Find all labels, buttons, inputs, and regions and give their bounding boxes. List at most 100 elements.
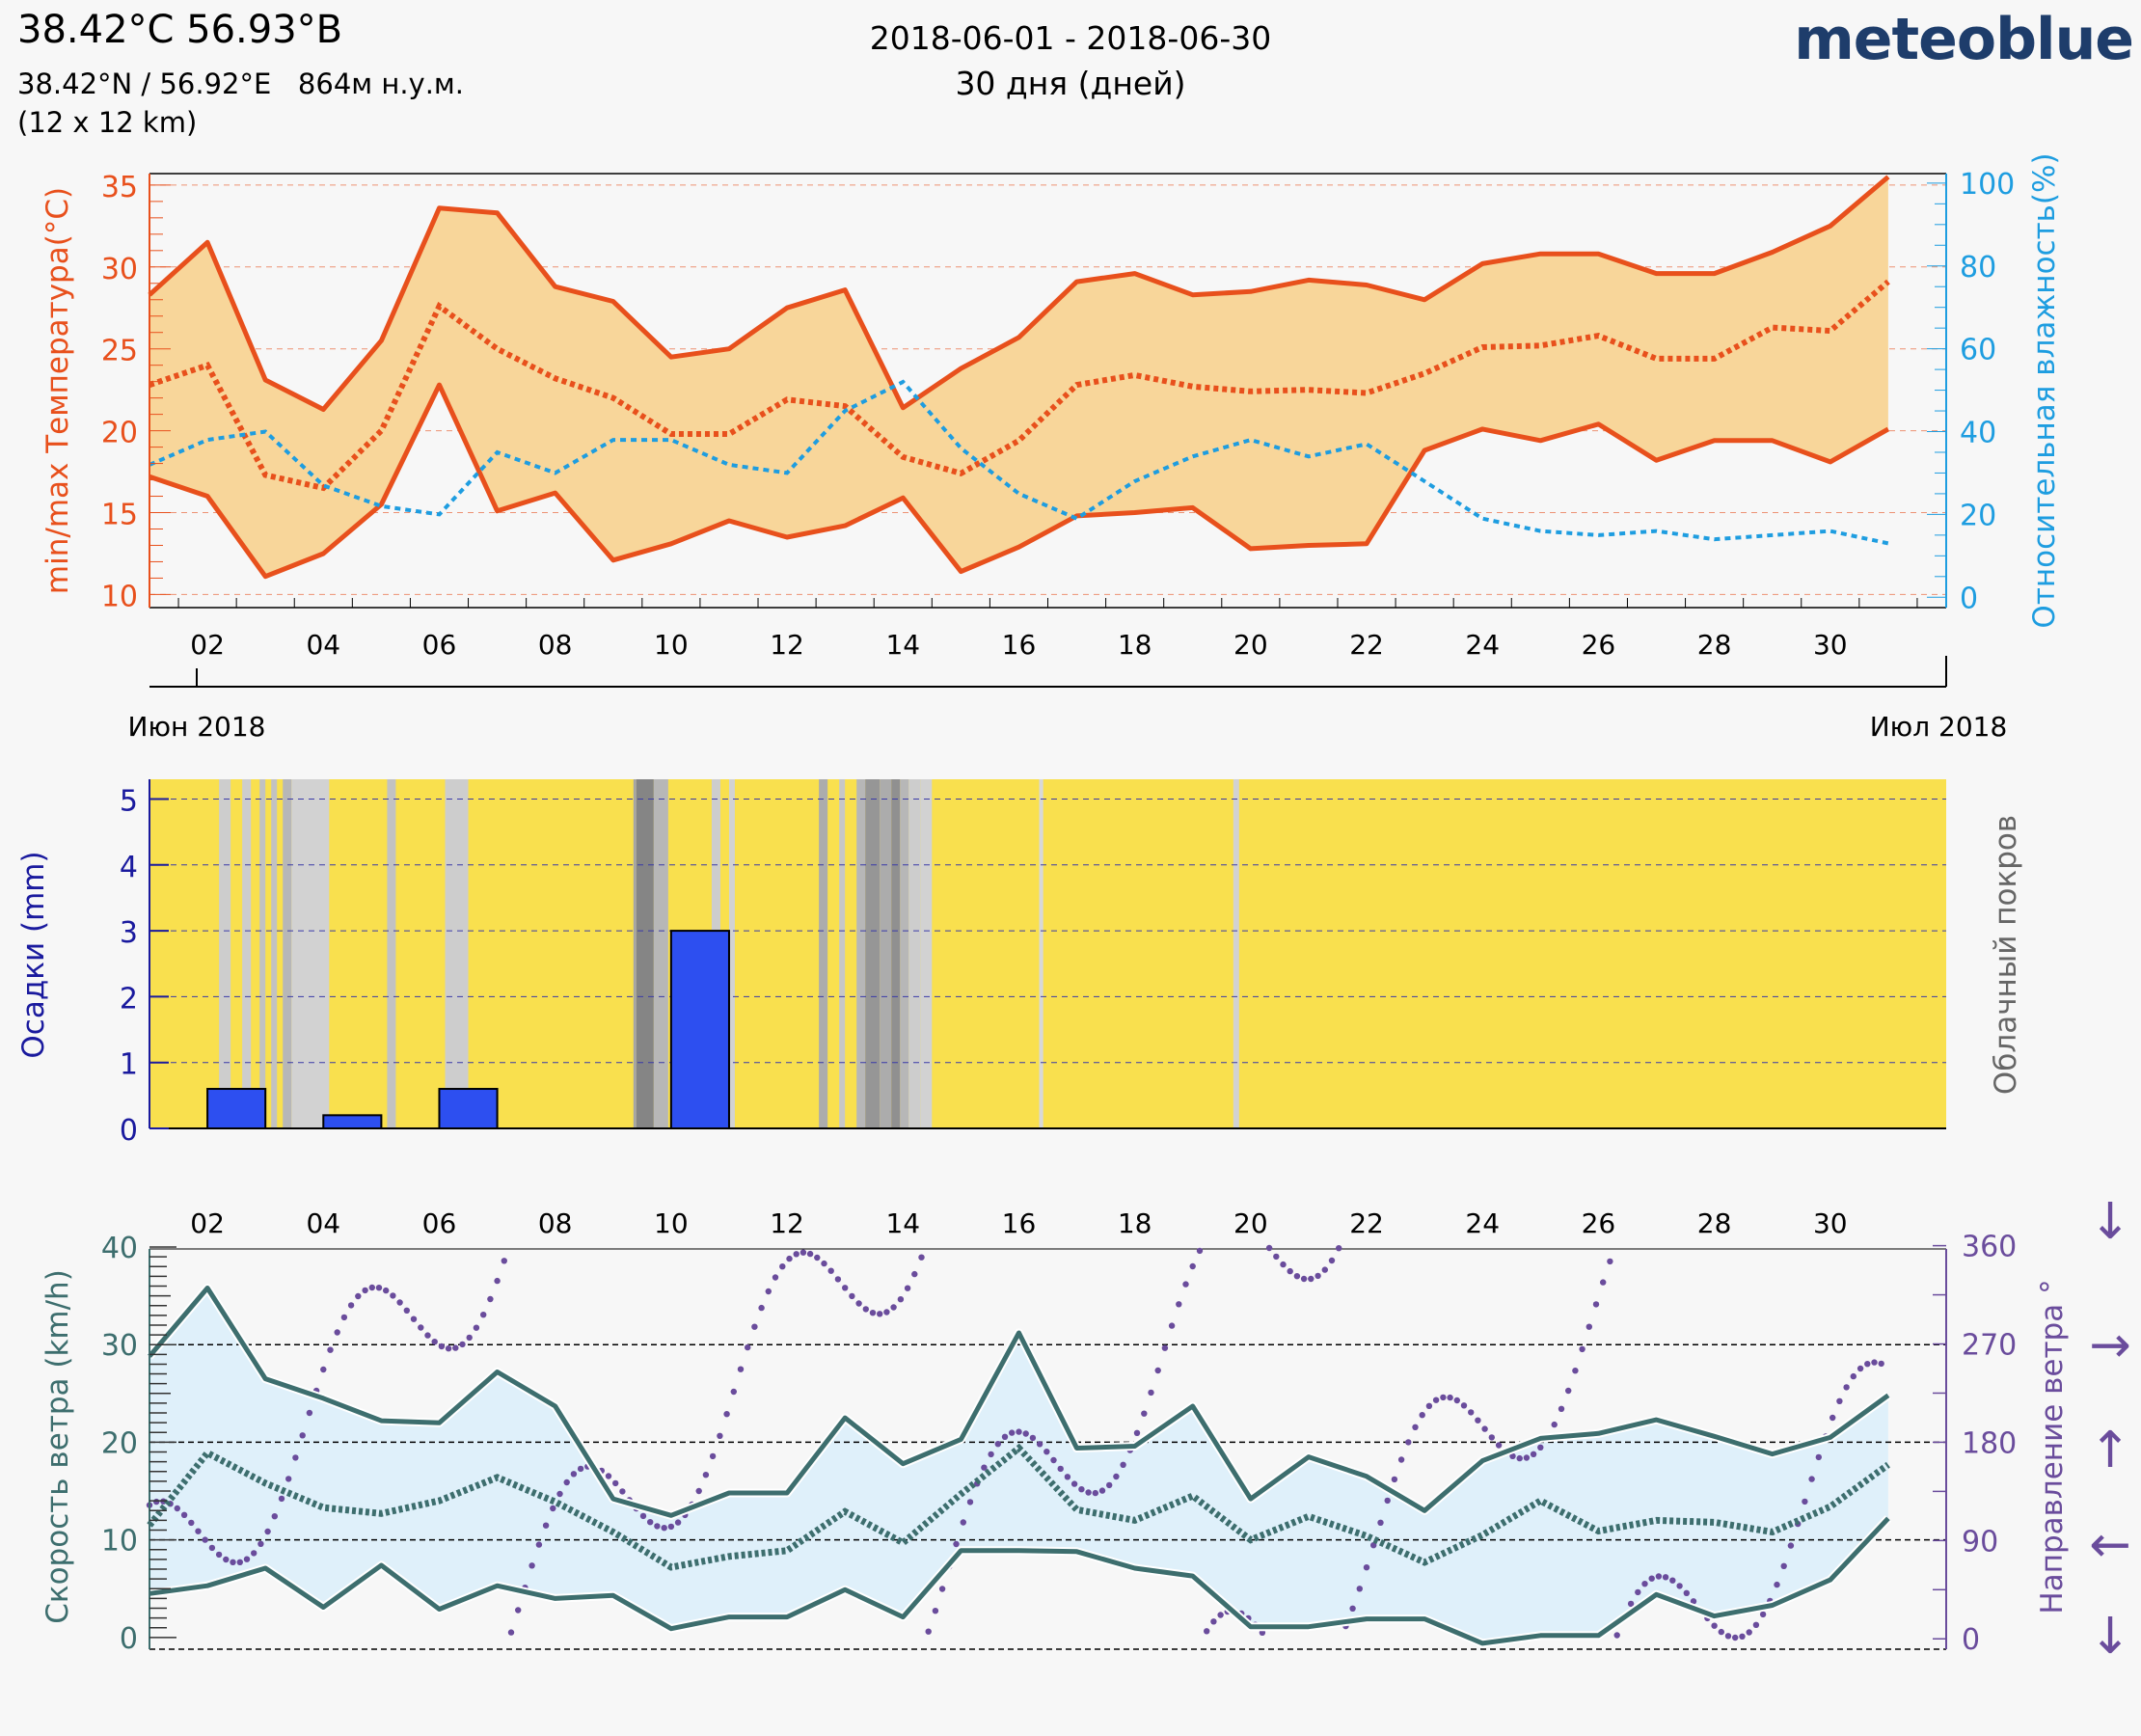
wind-direction-point — [904, 1285, 911, 1291]
wind-direction-point — [1273, 1253, 1280, 1261]
humidity-tick-label: 20 — [1960, 499, 1996, 532]
wind-direction-point — [1148, 1389, 1154, 1397]
wind-direction-point — [1523, 1454, 1531, 1461]
wind-direction-point — [257, 1540, 264, 1548]
cloud-cover-band — [819, 779, 828, 1128]
wind-x-tick-label: 26 — [1582, 1207, 1616, 1239]
wind-tick-label: 20 — [101, 1426, 138, 1460]
wind-direction-point — [1802, 1498, 1808, 1505]
wind-direction-point — [195, 1528, 202, 1534]
wind-direction-point — [855, 1300, 862, 1307]
wind-direction-point — [1182, 1281, 1189, 1288]
wind-panel: 02 04 06 08 10 12 14 16 18 20 22 24 26 28 30 0 10 20 30 40 0… — [41, 1193, 2131, 1666]
wind-direction-point — [779, 1263, 786, 1270]
cloud-cover-band — [387, 779, 396, 1128]
wind-direction-point — [1641, 1581, 1648, 1587]
wind-direction-point — [1009, 1429, 1016, 1436]
wind-direction-point — [751, 1323, 758, 1330]
precip-tick-label: 3 — [120, 916, 138, 950]
wind-direction-point — [1460, 1402, 1468, 1409]
wind-direction-arrow-icon: → — [2089, 1316, 2131, 1374]
wind-direction-point — [1585, 1323, 1593, 1330]
wind-direction-point — [1718, 1628, 1725, 1636]
wind-direction-point — [1516, 1454, 1523, 1462]
wind-x-tick-label: 18 — [1118, 1207, 1152, 1239]
humidity-tick-label: 60 — [1960, 334, 1996, 367]
precip-tick-label: 5 — [120, 784, 138, 818]
wind-direction-point — [1607, 1258, 1613, 1265]
wind-direction-point — [1085, 1489, 1092, 1496]
wind-direction-point — [988, 1451, 994, 1458]
wind-direction-point — [452, 1344, 459, 1351]
wind-x-tick-label: 02 — [190, 1207, 225, 1239]
wind-direction-point — [306, 1409, 313, 1417]
wind-direction-point — [605, 1473, 612, 1479]
wind-direction-point — [577, 1465, 584, 1473]
wind-direction-point — [1070, 1480, 1078, 1487]
wind-direction-point — [1405, 1439, 1412, 1446]
wind-direction-point — [243, 1556, 251, 1562]
wind-direction-point — [897, 1296, 905, 1303]
wind-direction-point — [1141, 1410, 1148, 1417]
wind-direction-point — [570, 1471, 578, 1478]
wind-direction-point — [515, 1607, 522, 1614]
wind-direction-point — [180, 1511, 188, 1519]
wind-direction-point — [383, 1287, 390, 1294]
precip-bar — [206, 1088, 267, 1130]
wind-direction-point — [1419, 1412, 1425, 1419]
temp-x-tick-label: 16 — [1002, 629, 1037, 661]
wind-direction-point — [745, 1343, 751, 1351]
wind-direction-point — [1635, 1588, 1641, 1596]
wind-direction-point — [1308, 1275, 1314, 1283]
wind-direction-point — [1481, 1425, 1488, 1432]
wind-direction-point — [188, 1519, 195, 1527]
wind-direction-point — [1397, 1456, 1405, 1463]
humidity-tick-label: 100 — [1960, 168, 2015, 202]
wind-direction-point — [1287, 1267, 1293, 1275]
cloud-cover-band — [1039, 779, 1043, 1128]
wind-x-tick-label: 20 — [1233, 1207, 1268, 1239]
precipitation-panel: 0 1 2 3 4 5 Осадки (mm) Облачный покров — [16, 779, 2023, 1148]
wind-direction-point — [1447, 1394, 1453, 1401]
wind-direction-point — [911, 1270, 918, 1278]
wind-direction-point — [563, 1478, 570, 1486]
wind-direction-point — [230, 1559, 236, 1566]
wind-direction-point — [1850, 1372, 1857, 1380]
wind-direction-point — [1732, 1634, 1739, 1641]
wind-direction-point — [1016, 1428, 1022, 1435]
wind-direction-point — [1356, 1586, 1364, 1592]
wind-direction-point — [1161, 1344, 1169, 1351]
wind-direction-point — [480, 1312, 487, 1318]
wind-direction-point — [1036, 1441, 1043, 1448]
wind-direction-point — [550, 1505, 556, 1512]
temp-tick-label: 15 — [101, 499, 138, 532]
cloud-cover-band — [900, 779, 909, 1128]
wind-direction-point — [877, 1311, 883, 1317]
cloud-cover-band — [291, 779, 330, 1128]
wind-direction-point — [466, 1334, 473, 1342]
wind-direction-point — [709, 1452, 717, 1460]
wind-x-tick-label: 16 — [1002, 1207, 1037, 1239]
wind-direction-point — [1106, 1481, 1113, 1489]
wind-direction-point — [612, 1479, 619, 1487]
temperature-panel: 10 15 20 25 30 35 0 20 40 60 80 100 02 04 06 08 10 12 14 16… — [41, 152, 2062, 743]
temp-x-tick-label: 26 — [1582, 629, 1616, 661]
wind-direction-point — [299, 1432, 306, 1439]
wind-direction-point — [501, 1258, 507, 1264]
wind-direction-point — [362, 1287, 368, 1294]
wind-direction-point — [981, 1464, 988, 1471]
wind-direction-point — [1683, 1589, 1691, 1597]
wind-direction-point — [1724, 1633, 1732, 1640]
wind-x-tick-label: 28 — [1697, 1207, 1732, 1239]
wind-direction-arrow-icon: ↓ — [2089, 1193, 2131, 1251]
wind-direction-point — [737, 1366, 745, 1372]
wind-direction-point — [215, 1551, 223, 1559]
wind-direction-point — [1871, 1359, 1878, 1366]
wind-direction-point — [758, 1304, 765, 1312]
wind-direction-point — [1746, 1629, 1752, 1636]
wind-direction-point — [1204, 1628, 1210, 1635]
wind-direction-point — [1780, 1562, 1787, 1570]
temp-x-tick-label: 24 — [1465, 629, 1500, 661]
wind-direction-point — [1050, 1456, 1057, 1464]
